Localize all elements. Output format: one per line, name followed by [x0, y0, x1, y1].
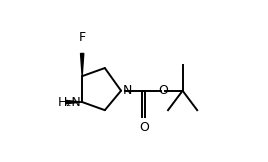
Polygon shape: [81, 53, 84, 76]
Text: N: N: [123, 84, 132, 97]
Text: O: O: [139, 121, 149, 134]
Text: F: F: [79, 31, 86, 44]
Text: O: O: [158, 84, 168, 97]
Polygon shape: [66, 100, 82, 104]
Text: H₂N: H₂N: [58, 96, 82, 109]
